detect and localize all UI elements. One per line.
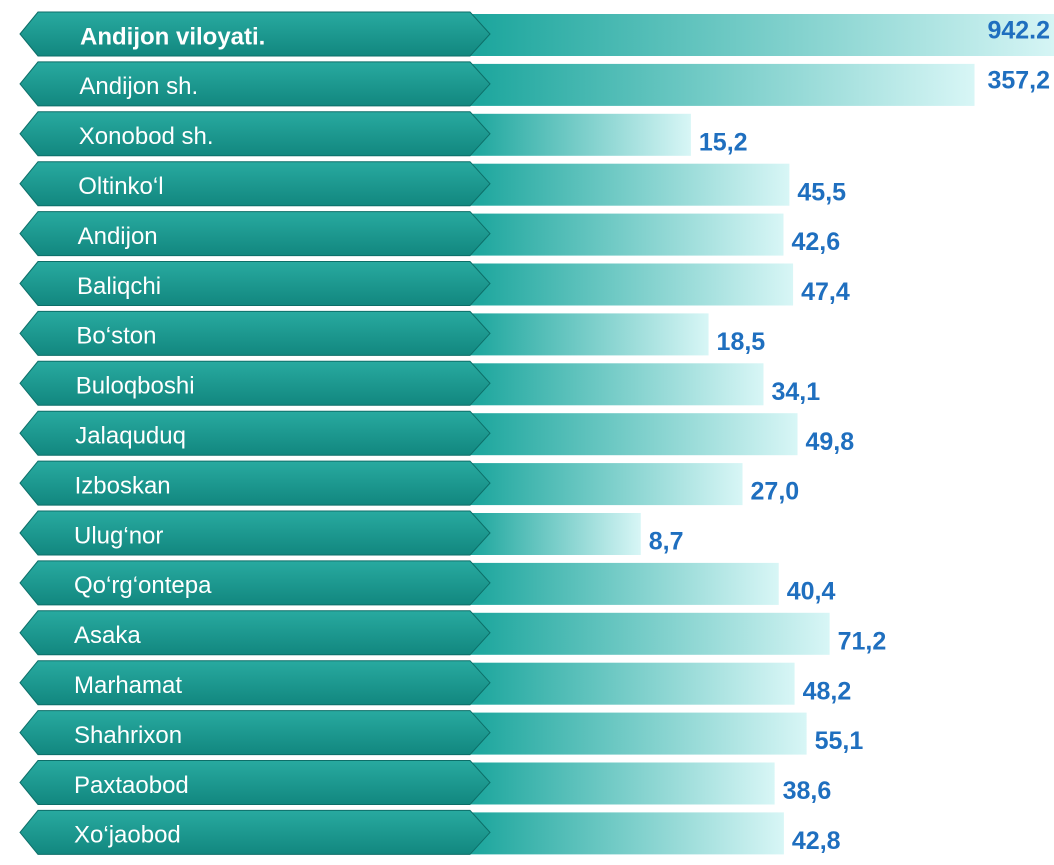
category-label: Shahrixon (74, 722, 182, 749)
bar (470, 513, 641, 555)
bar (470, 712, 807, 755)
value-label: 18,5 (717, 328, 766, 356)
category-tag (19, 261, 491, 306)
category-label: Oltinko‘l (78, 173, 163, 200)
value-label: 357,2 (987, 67, 1050, 95)
category-tag (19, 660, 491, 706)
category-tag (19, 710, 491, 756)
category-label: Marhamat (74, 672, 182, 699)
bar (470, 413, 798, 456)
category-label: Andijon (78, 223, 158, 250)
category-label: Xonobod sh. (79, 123, 214, 150)
bar (470, 63, 975, 106)
category-tag (19, 61, 491, 107)
value-label: 47,4 (801, 278, 850, 306)
category-tag (19, 809, 491, 855)
bar (470, 463, 743, 506)
bar (470, 762, 775, 805)
value-label: 49,8 (806, 428, 855, 456)
category-label: Izboskan (75, 472, 171, 499)
category-label: Buloqboshi (76, 373, 195, 400)
value-label: 48,2 (803, 677, 852, 705)
bar (470, 113, 691, 156)
category-tag (19, 111, 491, 157)
category-tag (19, 161, 491, 207)
category-tag (19, 310, 491, 356)
bar (470, 163, 790, 206)
category-label: Paxtaobod (74, 772, 189, 799)
bar (470, 612, 830, 655)
category-tag (19, 360, 491, 406)
value-label: 42,8 (792, 827, 841, 855)
category-label: Jalaquduq (75, 423, 186, 450)
category-tag (19, 610, 491, 656)
value-label: 942.2 (987, 17, 1050, 45)
category-tag (19, 760, 491, 805)
category-label: Andijon sh. (79, 73, 198, 100)
category-tag (19, 560, 491, 606)
category-tag (19, 510, 491, 556)
bar (470, 14, 1054, 56)
bar (470, 313, 709, 356)
category-tag (19, 410, 491, 456)
category-label: Xo‘jaobod (74, 822, 181, 849)
category-tag (19, 211, 491, 257)
value-label: 42,6 (791, 228, 840, 256)
value-label: 45,5 (797, 178, 846, 206)
value-label: 8,7 (649, 528, 684, 556)
category-label: Qo‘rg‘ontepa (74, 572, 212, 599)
bar (470, 562, 779, 605)
value-label: 55,1 (815, 727, 864, 755)
value-label: 34,1 (771, 378, 820, 406)
value-label: 38,6 (783, 777, 832, 805)
value-label: 27,0 (751, 478, 800, 506)
bar (470, 812, 784, 855)
bar (470, 213, 784, 256)
value-label: 71,2 (838, 627, 887, 655)
category-label: Baliqchi (77, 273, 161, 300)
bar (470, 263, 794, 306)
category-tag (19, 11, 491, 57)
bar (470, 662, 795, 705)
value-label: 15,2 (699, 128, 748, 156)
value-label: 40,4 (787, 578, 836, 606)
category-label: Asaka (74, 622, 141, 649)
category-label: Andijon viloyati. (80, 23, 265, 50)
category-label: Ulug‘nor (74, 522, 163, 549)
category-label: Bo‘ston (76, 323, 156, 350)
bar (470, 363, 764, 406)
category-tag (19, 460, 491, 506)
